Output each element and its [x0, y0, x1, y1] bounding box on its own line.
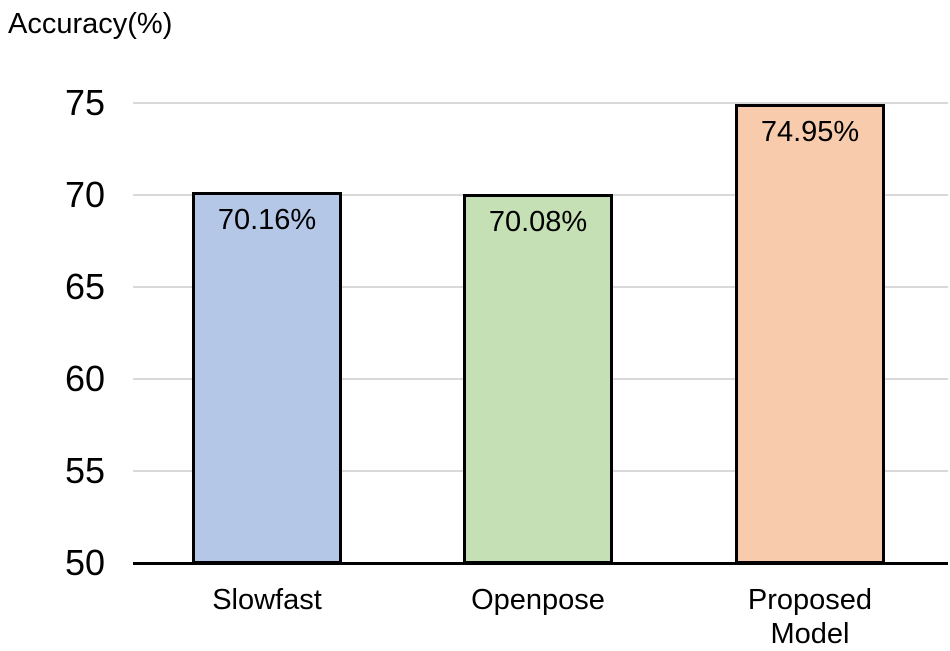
y-tick-label: 50: [64, 542, 105, 583]
y-tick-label: 65: [64, 266, 105, 307]
x-category-label: Proposed Model: [747, 584, 873, 650]
bar: [192, 192, 342, 565]
chart-title: Accuracy(%): [8, 8, 173, 40]
y-tick-label: 75: [64, 82, 105, 123]
y-tick-label: 60: [64, 358, 105, 399]
x-category-label: Openpose: [471, 584, 605, 616]
bar: [735, 103, 885, 565]
bar-value-label: 74.95%: [760, 115, 860, 148]
bar-value-label: 70.16%: [217, 204, 317, 237]
bar: [463, 193, 613, 565]
bar-value-label: 70.08%: [488, 205, 588, 238]
x-category-label: Slowfast: [212, 584, 322, 616]
y-tick-label: 70: [64, 174, 105, 215]
gridline: [133, 102, 948, 104]
y-tick-label: 55: [64, 450, 105, 491]
